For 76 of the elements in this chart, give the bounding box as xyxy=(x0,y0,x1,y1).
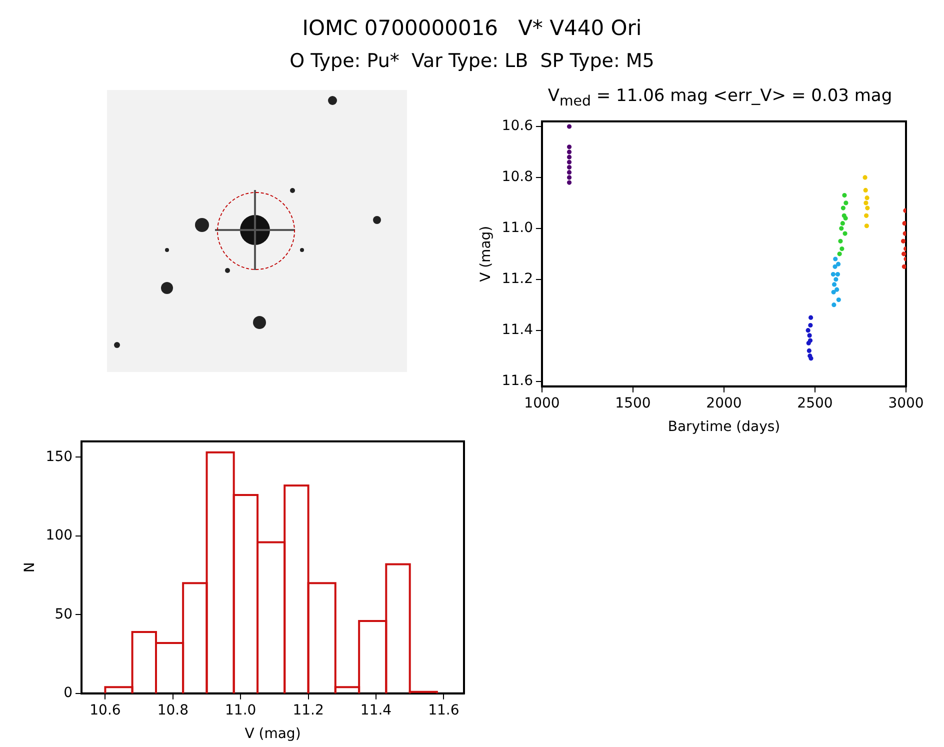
x-tick-label: 11.6 xyxy=(428,702,460,718)
point xyxy=(840,246,844,252)
point xyxy=(831,290,836,294)
point xyxy=(902,221,906,226)
y-tick-label: 11.2 xyxy=(502,271,533,288)
point xyxy=(834,287,840,292)
point xyxy=(808,356,814,361)
point xyxy=(566,154,572,160)
point xyxy=(844,200,848,206)
x-tick-label: 2500 xyxy=(797,395,833,412)
x-axis-title: Barytime (days) xyxy=(668,419,780,436)
y-tick-label: 0 xyxy=(64,685,73,702)
point xyxy=(835,272,840,277)
point xyxy=(836,262,841,266)
x-tick-label: 11.0 xyxy=(225,702,256,718)
point xyxy=(839,226,844,231)
x-tick-label: 11.4 xyxy=(360,702,392,718)
point xyxy=(566,170,572,175)
x-tick-label: 11.2 xyxy=(292,702,324,718)
chart-title: V$_{med}$ = 11.06 mag <err_V> = 0.03 mag xyxy=(546,86,894,110)
point xyxy=(864,213,869,218)
x-tick-label: 1500 xyxy=(615,395,651,412)
point xyxy=(842,192,847,198)
point xyxy=(902,252,906,256)
point xyxy=(863,188,868,192)
point xyxy=(864,196,870,200)
point xyxy=(808,315,814,320)
point xyxy=(864,224,869,228)
point xyxy=(864,200,868,206)
y-tick-label: 11.0 xyxy=(502,220,533,236)
point xyxy=(833,256,838,262)
point xyxy=(807,333,812,338)
y-tick-label: 100 xyxy=(46,528,73,544)
y-tick-label: 10.8 xyxy=(502,169,533,186)
x-tick-label: 3000 xyxy=(888,395,924,412)
point xyxy=(837,252,842,256)
point xyxy=(843,216,848,221)
point xyxy=(566,164,572,170)
x-tick-label: 10.8 xyxy=(157,702,188,718)
point xyxy=(808,338,813,343)
point xyxy=(832,282,837,287)
point xyxy=(806,328,810,333)
point xyxy=(840,221,845,226)
y-tick-label: 50 xyxy=(54,606,73,622)
point xyxy=(865,206,870,210)
point xyxy=(834,277,838,282)
x-tick-label: 1000 xyxy=(524,395,560,412)
point xyxy=(566,124,572,129)
y-axis-title: V (mag) xyxy=(478,226,494,282)
y-tick-label: 10.6 xyxy=(502,118,534,134)
point xyxy=(806,348,812,354)
point xyxy=(566,175,572,180)
point xyxy=(832,302,836,308)
point xyxy=(566,180,572,185)
y-tick-label: 150 xyxy=(46,448,73,465)
y-axis-title: N xyxy=(22,562,38,573)
point xyxy=(566,150,572,154)
y-tick-label: 11.6 xyxy=(502,372,534,389)
point xyxy=(832,264,838,269)
point xyxy=(836,297,841,302)
point xyxy=(808,322,813,328)
point xyxy=(830,272,836,277)
point xyxy=(838,238,843,244)
text: IOMC 0700000016 V* V440 Ori xyxy=(301,15,643,42)
x-axis-title: V (mag) xyxy=(244,726,301,742)
text: O Type: Pu* Var Type: LB SP Type: M5 xyxy=(288,49,656,74)
x-tick-label: 2000 xyxy=(706,395,742,412)
point xyxy=(902,231,906,236)
x-tick-label: 10.6 xyxy=(90,702,121,718)
point xyxy=(862,175,868,180)
point xyxy=(842,231,848,236)
point xyxy=(902,264,906,269)
y-tick-label: 11.4 xyxy=(502,322,534,338)
point xyxy=(566,144,572,150)
point xyxy=(840,206,846,210)
point xyxy=(566,160,572,164)
